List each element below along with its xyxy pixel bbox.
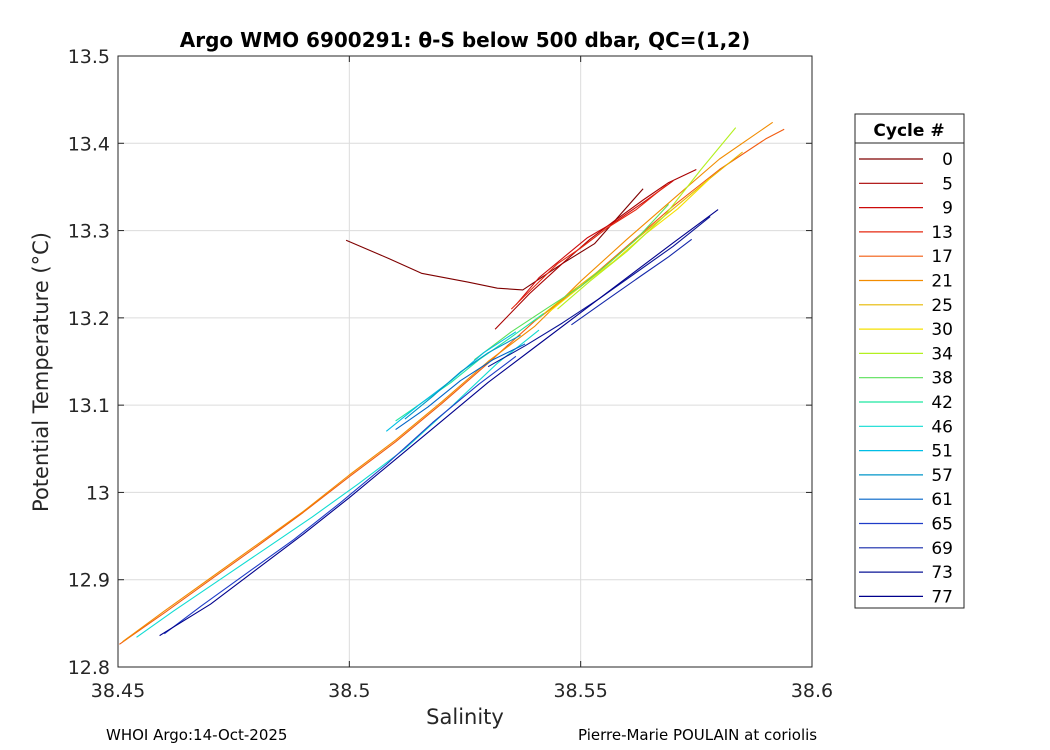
y-tick-label: 13.2 — [68, 308, 110, 330]
legend-label-5: 5 — [942, 174, 953, 194]
legend-box — [854, 113, 965, 609]
legend-label-51: 51 — [931, 442, 953, 462]
legend-label-46: 46 — [931, 417, 953, 437]
legend-label-65: 65 — [931, 515, 953, 535]
series-line-cycle-21 — [122, 121, 774, 643]
series-line-cycle-61 — [395, 343, 526, 431]
series-line-cycle-69 — [571, 238, 693, 326]
legend-label-30: 30 — [931, 320, 953, 340]
y-tick-label: 13.4 — [68, 133, 110, 155]
series-line-cycle-46 — [136, 329, 540, 638]
x-tick-label: 38.45 — [91, 680, 145, 702]
legend-label-38: 38 — [931, 369, 953, 389]
y-tick-label: 12.9 — [68, 570, 110, 592]
legend-label-17: 17 — [931, 247, 953, 267]
axes-box — [117, 55, 813, 668]
legend-label-77: 77 — [931, 587, 953, 607]
series-line-cycle-9 — [515, 180, 674, 306]
legend-label-9: 9 — [942, 199, 953, 219]
y-tick-label: 13.1 — [68, 395, 110, 417]
y-tick-label: 13.3 — [68, 221, 110, 243]
series-line-cycle-0 — [345, 188, 644, 291]
grid — [117, 55, 813, 668]
y-axis-label: Potential Temperature (°C) — [29, 232, 53, 512]
series-line-cycle-57 — [404, 334, 521, 420]
legend-label-61: 61 — [931, 490, 953, 510]
series-layer — [119, 121, 785, 645]
legend-entries: 0 5 9 13 17 21 25 30 34 38 42 46 51 57 61 65 69 73 77 — [859, 150, 953, 607]
legend: Cycle # 0 5 9 13 17 21 25 30 34 38 42 46 51 57 61 65 69 7… — [854, 113, 965, 609]
legend-label-34: 34 — [931, 344, 953, 364]
series-line-cycle-5 — [494, 169, 697, 330]
series-line-cycle-77 — [159, 209, 719, 637]
legend-label-0: 0 — [942, 150, 953, 170]
legend-label-25: 25 — [931, 296, 953, 316]
series-line-cycle-17 — [119, 128, 785, 645]
x-axis-ticks: 38.45 38.5 38.55 38.6 — [91, 56, 833, 702]
y-tick-label: 13 — [86, 482, 110, 504]
legend-title: Cycle # — [873, 121, 944, 141]
series-line-cycle-30 — [547, 177, 711, 314]
plot-area — [118, 56, 812, 667]
x-tick-label: 38.5 — [328, 680, 370, 702]
series-line-cycle-34 — [557, 127, 737, 310]
chart-title: Argo WMO 6900291: θ-S below 500 dbar, QC… — [180, 28, 750, 52]
y-axis-ticks: 12.8 12.9 13 13.1 13.2 13.3 13.4 13.5 — [68, 46, 812, 679]
legend-label-73: 73 — [931, 563, 953, 583]
legend-label-69: 69 — [931, 539, 953, 559]
y-tick-label: 13.5 — [68, 46, 110, 68]
x-tick-label: 38.55 — [553, 680, 607, 702]
legend-label-13: 13 — [931, 223, 953, 243]
footer-left: WHOI Argo:14-Oct-2025 — [106, 726, 287, 744]
x-axis-label: Salinity — [426, 705, 504, 729]
series-line-cycle-13 — [510, 184, 667, 310]
legend-label-42: 42 — [931, 393, 953, 413]
legend-label-57: 57 — [931, 466, 953, 486]
footer-right: Pierre-Marie POULAIN at coriolis — [578, 726, 817, 744]
x-tick-label: 38.6 — [791, 680, 833, 702]
y-tick-label: 12.8 — [68, 657, 110, 679]
series-line-cycle-38 — [473, 204, 670, 361]
series-line-cycle-65 — [163, 355, 517, 635]
legend-label-21: 21 — [931, 272, 953, 292]
